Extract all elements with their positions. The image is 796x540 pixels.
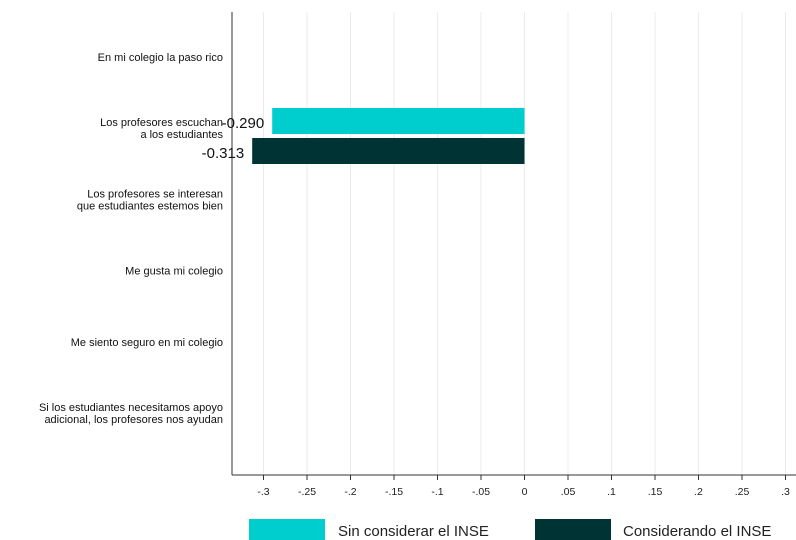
category-label-line: En mi colegio la paso rico bbox=[98, 52, 223, 64]
data-label: -0.313 bbox=[202, 145, 245, 162]
category-label: Me siento seguro en mi colegio bbox=[71, 337, 223, 349]
legend-swatch bbox=[535, 519, 611, 540]
category-label: Si los estudiantes necesitamos apoyo adic… bbox=[39, 402, 223, 426]
x-tick-label: -.25 bbox=[298, 486, 316, 498]
category-label-line: Los profesores se interesan bbox=[87, 188, 223, 200]
legend-label: Sin considerar el INSE bbox=[338, 523, 489, 540]
x-tick-label: .05 bbox=[561, 486, 576, 498]
bar-con-inse bbox=[252, 138, 525, 164]
bar-sin-inse bbox=[272, 108, 525, 134]
category-label: Me gusta mi colegio bbox=[125, 266, 223, 278]
bars bbox=[252, 108, 525, 164]
category-label-line: a los estudiantes bbox=[140, 129, 223, 141]
category-labels: En mi colegio la paso rico Los profesores… bbox=[39, 52, 224, 426]
category-label-line: adicional, los profesores nos ayudan bbox=[44, 414, 223, 426]
legend-label: Considerando el INSE bbox=[623, 523, 771, 540]
category-label-line: Los profesores escuchan bbox=[100, 117, 223, 129]
x-tick-label: -.05 bbox=[472, 486, 490, 498]
axes bbox=[231, 12, 796, 476]
legend-swatch bbox=[249, 519, 325, 540]
data-labels: -0.290 -0.313 bbox=[202, 115, 265, 162]
category-label-line: Me siento seguro en mi colegio bbox=[71, 337, 223, 349]
x-tick-label: -.15 bbox=[385, 486, 403, 498]
data-label: -0.290 bbox=[222, 115, 265, 132]
x-tick-label: .15 bbox=[648, 486, 663, 498]
category-label-line: que estudiantes estemos bien bbox=[77, 200, 223, 212]
x-tick-label: .3 bbox=[781, 486, 790, 498]
x-tick-label: .2 bbox=[694, 486, 703, 498]
x-tick-label: -.3 bbox=[257, 486, 269, 498]
legend: Sin considerar el INSE Considerando el IN… bbox=[249, 519, 771, 540]
category-label: En mi colegio la paso rico bbox=[98, 52, 223, 64]
x-ticks: -.3 -.25 -.2 -.15 -.1 -.05 0 .05 .1 .15 .2 .25 .3 bbox=[257, 475, 790, 498]
x-tick-label: 0 bbox=[522, 486, 528, 498]
category-label-line: Me gusta mi colegio bbox=[125, 266, 223, 278]
category-label: Los profesores escuchan a los estudiantes bbox=[100, 117, 223, 141]
x-tick-label: -.2 bbox=[344, 486, 356, 498]
category-label-line: Si los estudiantes necesitamos apoyo bbox=[39, 402, 223, 414]
x-tick-label: .25 bbox=[735, 486, 750, 498]
category-label: Los profesores se interesan que estudiant… bbox=[77, 188, 223, 212]
x-tick-label: .1 bbox=[607, 486, 616, 498]
gridlines bbox=[263, 12, 786, 475]
x-tick-label: -.1 bbox=[431, 486, 443, 498]
